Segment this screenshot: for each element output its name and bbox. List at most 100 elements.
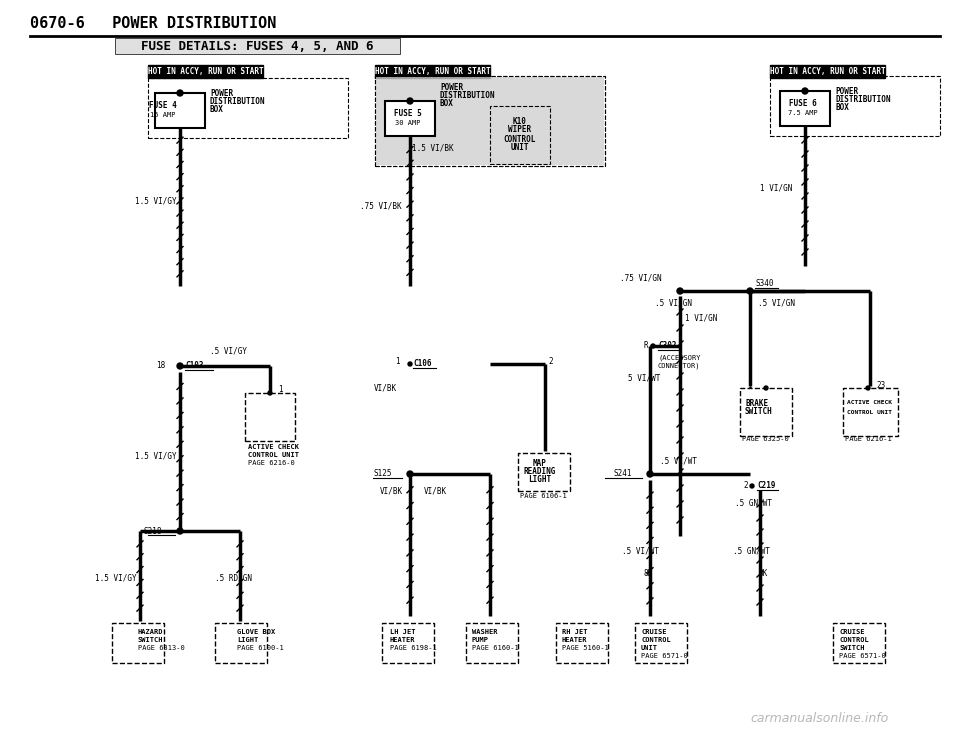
Circle shape (408, 362, 412, 366)
Text: LIGHT: LIGHT (237, 637, 258, 643)
Text: PAGE 6571-0: PAGE 6571-0 (641, 653, 687, 659)
Text: C106: C106 (413, 360, 431, 369)
Bar (375, 76, 605, 166)
Text: 18: 18 (156, 362, 165, 371)
Text: POWER: POWER (440, 84, 463, 93)
Text: PAGE 6106-1: PAGE 6106-1 (520, 493, 566, 499)
Bar (155, 93, 205, 128)
Text: R: R (643, 342, 648, 351)
Text: 2: 2 (548, 357, 553, 366)
Text: CRUISE: CRUISE (641, 629, 666, 635)
Text: BOX: BOX (835, 104, 849, 113)
Text: 1 VI/GN: 1 VI/GN (760, 184, 792, 192)
Text: .5 GN/WT: .5 GN/WT (733, 547, 770, 556)
Text: C219: C219 (757, 481, 776, 491)
Circle shape (407, 471, 413, 477)
Text: DISTRIBUTION: DISTRIBUTION (210, 96, 266, 105)
Text: 2: 2 (743, 481, 748, 491)
Text: carmanualsonline.info: carmanualsonline.info (751, 712, 889, 724)
Text: HEATER: HEATER (390, 637, 416, 643)
Text: .5 VI/GN: .5 VI/GN (758, 298, 795, 307)
Text: 1: 1 (396, 357, 400, 366)
Text: LH JET: LH JET (390, 629, 416, 635)
Circle shape (747, 288, 753, 294)
Text: LIGHT: LIGHT (528, 474, 552, 483)
Text: 1.5 VI/GY: 1.5 VI/GY (135, 451, 177, 460)
Bar (833, 623, 885, 663)
Text: FUSE 4: FUSE 4 (149, 101, 177, 110)
Text: .75 VI/BK: .75 VI/BK (360, 201, 401, 210)
Text: DISTRIBUTION: DISTRIBUTION (440, 92, 495, 101)
Text: 23: 23 (876, 381, 885, 390)
Text: S218: S218 (143, 527, 162, 536)
Text: FUSE 5: FUSE 5 (395, 110, 421, 119)
Text: WIPER: WIPER (509, 125, 532, 134)
Text: CONTROL: CONTROL (839, 637, 869, 643)
Bar (770, 65, 885, 78)
Text: CONTROL: CONTROL (641, 637, 671, 643)
Text: S340: S340 (755, 280, 774, 289)
Text: CONNECTOR): CONNECTOR) (658, 363, 701, 369)
Bar (215, 623, 267, 663)
Bar (148, 78, 348, 138)
Text: PAGE 6198-1: PAGE 6198-1 (390, 645, 437, 651)
Circle shape (177, 90, 183, 96)
Text: .5 GN/WT: .5 GN/WT (735, 498, 772, 507)
Text: 8K: 8K (758, 569, 768, 578)
Text: HAZARD: HAZARD (138, 629, 163, 635)
Circle shape (802, 88, 808, 94)
Text: C103: C103 (185, 362, 204, 371)
Circle shape (764, 386, 768, 390)
Text: PUMP: PUMP (472, 637, 489, 643)
Bar (112, 623, 164, 663)
Bar (375, 65, 490, 78)
Circle shape (647, 471, 653, 477)
Circle shape (177, 363, 183, 369)
Text: READING: READING (524, 466, 556, 475)
Text: .5 VI/WT: .5 VI/WT (660, 457, 697, 466)
Text: 8K: 8K (643, 569, 653, 578)
Text: PAGE 6325-0: PAGE 6325-0 (742, 436, 789, 442)
Circle shape (677, 288, 683, 294)
Text: 30 AMP: 30 AMP (396, 120, 420, 126)
Text: .5 RD/GN: .5 RD/GN (215, 574, 252, 583)
Text: UNIT: UNIT (511, 143, 529, 152)
Text: (ACCESSORY: (ACCESSORY (658, 355, 701, 361)
Text: HEATER: HEATER (562, 637, 588, 643)
Text: ACTIVE CHECK: ACTIVE CHECK (847, 401, 892, 406)
Text: POWER: POWER (835, 87, 858, 96)
Text: DISTRIBUTION: DISTRIBUTION (835, 95, 891, 104)
Text: SWITCH: SWITCH (745, 407, 773, 416)
Text: .5 VI/GY: .5 VI/GY (210, 347, 247, 356)
Text: VI/BK: VI/BK (373, 383, 396, 392)
Bar (385, 101, 435, 136)
Text: MAP: MAP (533, 459, 547, 468)
Text: 0670-6   POWER DISTRIBUTION: 0670-6 POWER DISTRIBUTION (30, 16, 276, 31)
Bar (245, 393, 295, 441)
Text: 1.5 VI/BK: 1.5 VI/BK (412, 143, 454, 152)
Text: RH JET: RH JET (562, 629, 588, 635)
Text: HOT IN ACCY, RUN OR START: HOT IN ACCY, RUN OR START (374, 67, 491, 76)
Text: S125: S125 (373, 469, 392, 478)
Text: 7.5 AMP: 7.5 AMP (788, 110, 818, 116)
Text: FUSE 6: FUSE 6 (789, 99, 817, 108)
Bar (518, 453, 570, 491)
Text: .5 VI/GN: .5 VI/GN (655, 298, 692, 307)
Text: CONTROL UNIT: CONTROL UNIT (248, 452, 299, 458)
Text: BOX: BOX (440, 99, 454, 108)
Bar (115, 38, 400, 54)
Bar (375, 76, 605, 166)
Text: PAGE 6160-1: PAGE 6160-1 (472, 645, 518, 651)
Text: 15 AMP: 15 AMP (151, 112, 176, 118)
Text: 1 VI/GN: 1 VI/GN (685, 313, 717, 322)
Text: 1.5 VI/GY: 1.5 VI/GY (135, 196, 177, 205)
Text: 1: 1 (748, 381, 752, 390)
Text: GLOVE BOX: GLOVE BOX (237, 629, 276, 635)
Bar (740, 388, 792, 436)
Bar (382, 623, 434, 663)
Text: FUSE DETAILS: FUSES 4, 5, AND 6: FUSE DETAILS: FUSES 4, 5, AND 6 (141, 40, 373, 52)
Text: PAGE 5160-1: PAGE 5160-1 (562, 645, 609, 651)
Bar (780, 91, 830, 126)
Text: K10: K10 (513, 116, 527, 125)
Text: PAGE 6216-1: PAGE 6216-1 (845, 436, 892, 442)
